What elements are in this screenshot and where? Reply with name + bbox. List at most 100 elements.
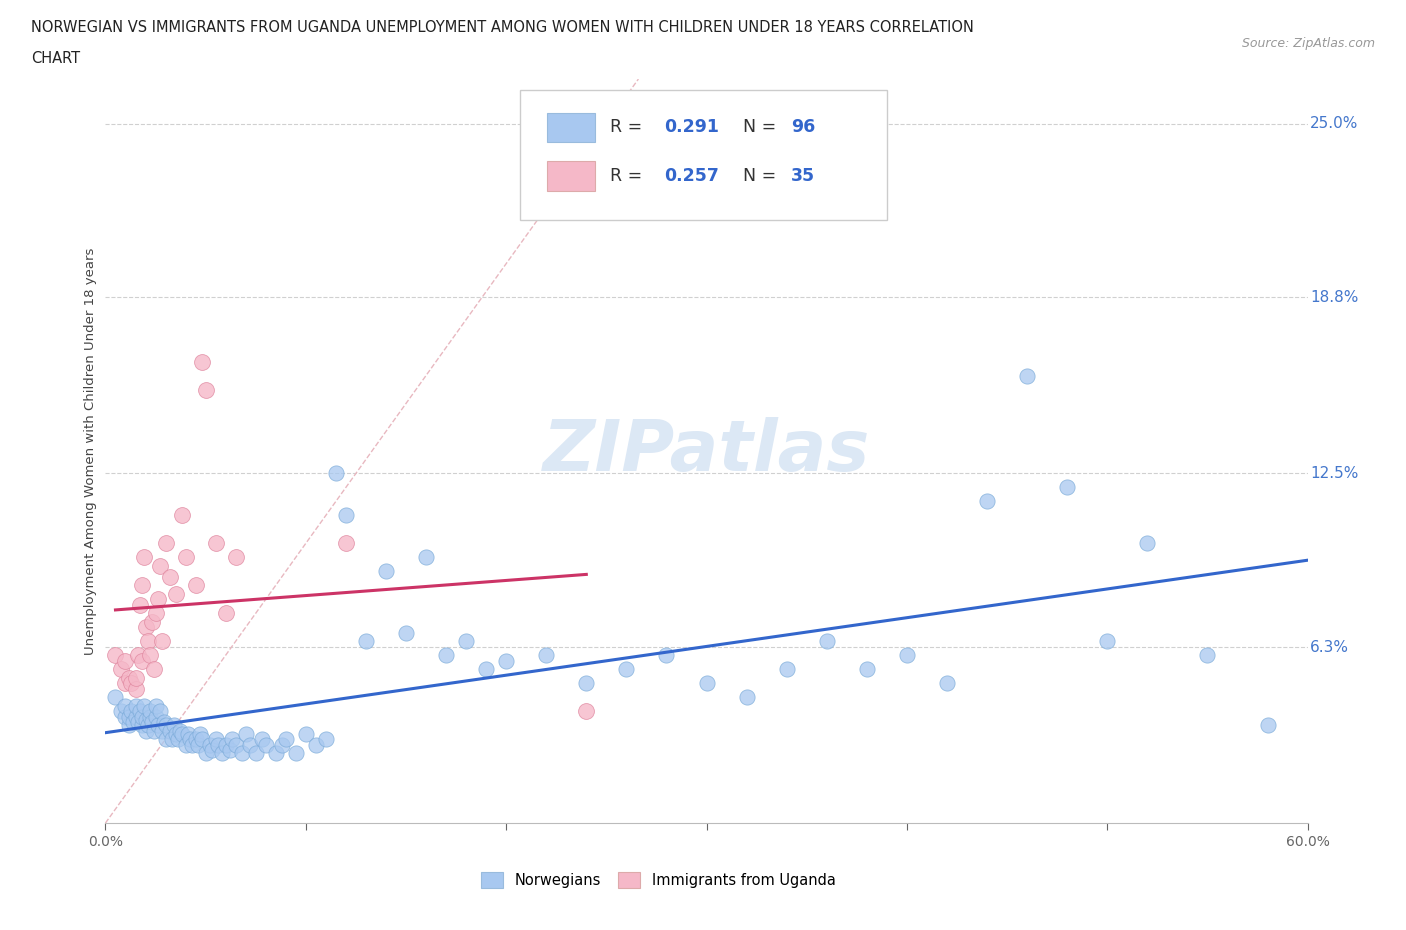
Point	[110, 704, 132, 719]
Point	[374, 564, 398, 578]
Text: ZIPatlas: ZIPatlas	[543, 417, 870, 485]
Point	[454, 634, 477, 649]
Point	[132, 550, 155, 565]
Point	[201, 743, 224, 758]
Point	[138, 648, 160, 663]
Point	[114, 710, 136, 724]
Point	[160, 732, 183, 747]
Point	[239, 737, 262, 752]
Point	[190, 354, 212, 369]
Point	[118, 710, 141, 724]
Point	[135, 712, 157, 727]
Point	[207, 737, 229, 752]
Point	[136, 718, 159, 733]
Point	[1197, 648, 1219, 663]
Point	[264, 746, 287, 761]
Point	[575, 676, 598, 691]
Point	[118, 671, 141, 685]
Text: 96: 96	[790, 118, 815, 137]
FancyBboxPatch shape	[547, 161, 595, 191]
Point	[855, 662, 877, 677]
FancyBboxPatch shape	[547, 113, 595, 142]
Point	[211, 746, 233, 761]
Point	[124, 710, 146, 724]
Point	[815, 634, 838, 649]
Point	[138, 710, 160, 724]
Point	[104, 690, 127, 705]
Point	[145, 698, 167, 713]
Point	[204, 732, 226, 747]
Y-axis label: Unemployment Among Women with Children Under 18 years: Unemployment Among Women with Children U…	[84, 247, 97, 655]
Point	[174, 550, 197, 565]
Point	[162, 718, 184, 733]
Point	[295, 726, 318, 741]
Text: 18.8%: 18.8%	[1310, 290, 1358, 305]
Point	[155, 732, 177, 747]
Point	[176, 726, 198, 741]
Point	[896, 648, 918, 663]
Point	[434, 648, 457, 663]
Text: N =: N =	[742, 118, 782, 137]
Point	[235, 726, 257, 741]
Point	[127, 648, 149, 663]
Point	[655, 648, 678, 663]
Point	[145, 605, 167, 620]
Point	[159, 724, 181, 738]
Point	[145, 710, 167, 724]
Point	[131, 718, 153, 733]
Point	[245, 746, 267, 761]
Point	[495, 654, 517, 669]
Point	[146, 718, 169, 733]
Point	[575, 704, 598, 719]
Point	[214, 737, 236, 752]
Point	[735, 690, 758, 705]
Point	[169, 724, 191, 738]
Point	[152, 715, 174, 730]
Point	[121, 704, 143, 719]
Point	[136, 634, 159, 649]
Point	[135, 724, 157, 738]
Point	[127, 715, 149, 730]
Point	[254, 737, 277, 752]
Point	[776, 662, 799, 677]
Text: R =: R =	[610, 118, 648, 137]
Point	[124, 671, 146, 685]
Point	[138, 704, 160, 719]
Text: R =: R =	[610, 166, 648, 185]
Point	[204, 536, 226, 551]
Point	[142, 662, 165, 677]
Point	[534, 648, 557, 663]
Point	[190, 732, 212, 747]
Point	[159, 569, 181, 584]
Point	[155, 718, 177, 733]
Point	[148, 704, 170, 719]
Point	[121, 676, 143, 691]
Point	[250, 732, 273, 747]
Point	[128, 704, 150, 719]
Point	[148, 558, 170, 573]
Text: NORWEGIAN VS IMMIGRANTS FROM UGANDA UNEMPLOYMENT AMONG WOMEN WITH CHILDREN UNDER: NORWEGIAN VS IMMIGRANTS FROM UGANDA UNEM…	[31, 20, 974, 35]
Point	[187, 737, 209, 752]
Point	[198, 737, 221, 752]
Point	[166, 732, 188, 747]
Point	[155, 536, 177, 551]
Point	[305, 737, 328, 752]
Point	[270, 737, 292, 752]
Point	[475, 662, 498, 677]
Point	[124, 682, 146, 697]
Point	[135, 619, 157, 634]
Point	[170, 508, 193, 523]
Point	[114, 698, 136, 713]
Point	[132, 698, 155, 713]
Text: 0.257: 0.257	[665, 166, 720, 185]
Point	[184, 578, 207, 592]
Point	[122, 715, 145, 730]
Point	[616, 662, 638, 677]
Point	[315, 732, 337, 747]
FancyBboxPatch shape	[520, 90, 887, 220]
Point	[194, 382, 217, 397]
Point	[696, 676, 718, 691]
Point	[146, 591, 169, 606]
Point	[194, 746, 217, 761]
Point	[104, 648, 127, 663]
